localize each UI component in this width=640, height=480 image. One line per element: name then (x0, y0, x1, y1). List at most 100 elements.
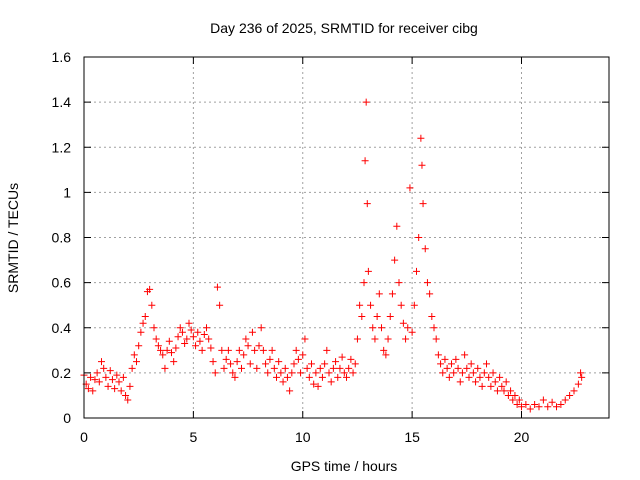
x-tick-label: 0 (80, 429, 88, 445)
data-point (360, 279, 368, 287)
data-point (246, 360, 254, 368)
data-point (273, 373, 280, 381)
data-point (310, 380, 318, 388)
data-point (345, 364, 353, 372)
data-point (364, 267, 372, 275)
data-point (165, 337, 173, 345)
data-point (257, 324, 265, 332)
y-tick-label: 0.2 (52, 365, 72, 381)
data-point (329, 364, 337, 372)
data-point (108, 376, 116, 384)
data-point (314, 382, 322, 390)
data-point (235, 346, 243, 354)
data-point (297, 369, 305, 377)
data-point (290, 360, 298, 368)
data-point (469, 369, 477, 377)
data-point (334, 373, 342, 381)
data-point (325, 369, 333, 377)
data-point (489, 369, 497, 377)
data-point (353, 335, 361, 343)
data-point (308, 360, 315, 368)
data-point (553, 403, 560, 411)
data-point (456, 378, 464, 386)
y-tick-label: 0.6 (52, 275, 72, 291)
data-point (266, 355, 274, 363)
data-point (189, 333, 197, 341)
data-point (170, 358, 178, 366)
data-point (378, 324, 385, 332)
data-point (113, 371, 121, 379)
data-point (577, 369, 585, 377)
data-point (196, 337, 204, 345)
data-point (463, 364, 471, 372)
data-point (288, 369, 296, 377)
data-point (419, 200, 427, 208)
data-point (452, 355, 460, 363)
data-point (347, 355, 355, 363)
data-point (292, 346, 300, 354)
data-point (363, 200, 371, 208)
data-point (327, 378, 335, 386)
y-tick-label: 1.2 (52, 139, 72, 155)
data-point (421, 245, 429, 253)
axis-ticks: 0 0.2 0.4 0.6 0.8 1 1.2 1.4 1.6 0 5 10 15 20 (52, 49, 609, 445)
data-point (222, 355, 230, 363)
data-point (87, 373, 95, 381)
x-tick-label: 10 (295, 429, 311, 445)
data-point (181, 340, 189, 348)
data-point (270, 364, 278, 372)
data-point (163, 346, 171, 354)
data-point (294, 355, 302, 363)
y-tick-label: 0.4 (52, 320, 72, 336)
data-point (168, 349, 175, 357)
data-point (115, 378, 123, 386)
data-point (380, 346, 388, 354)
data-point (91, 376, 99, 384)
data-point (369, 324, 377, 332)
data-point (283, 373, 291, 381)
y-tick-label: 1 (63, 184, 71, 200)
data-point (84, 385, 92, 393)
data-point (255, 342, 263, 350)
data-point (397, 301, 405, 309)
data-point (93, 369, 101, 377)
data-point (531, 400, 539, 408)
data-point (275, 358, 283, 366)
data-point (242, 335, 250, 343)
data-point (178, 328, 186, 336)
data-point (183, 335, 191, 343)
data-point (194, 328, 202, 336)
data-point (498, 382, 506, 390)
data-point (218, 346, 226, 354)
data-point (476, 373, 484, 381)
data-point (402, 335, 410, 343)
data-point (343, 373, 350, 381)
data-point (382, 351, 390, 359)
x-tick-label: 20 (514, 429, 530, 445)
data-point (301, 335, 309, 343)
data-point (259, 346, 267, 354)
data-point (133, 358, 140, 366)
data-point (371, 335, 379, 343)
data-point (539, 396, 547, 404)
data-point (200, 331, 208, 339)
data-point (203, 324, 210, 332)
data-point (150, 324, 158, 332)
data-point (224, 346, 232, 354)
data-point (98, 358, 105, 366)
data-point (578, 373, 586, 381)
data-point (454, 364, 462, 372)
data-point (417, 134, 425, 142)
data-point (264, 369, 272, 377)
data-point (209, 358, 217, 366)
chart-title: Day 236 of 2025, SRMTID for receiver cib… (210, 20, 478, 36)
data-point (213, 283, 221, 291)
data-point (496, 373, 504, 381)
data-point (399, 319, 407, 327)
data-point (478, 382, 486, 390)
data-point (465, 373, 473, 381)
data-point (388, 290, 396, 298)
data-point (404, 324, 412, 332)
data-point (566, 391, 574, 399)
